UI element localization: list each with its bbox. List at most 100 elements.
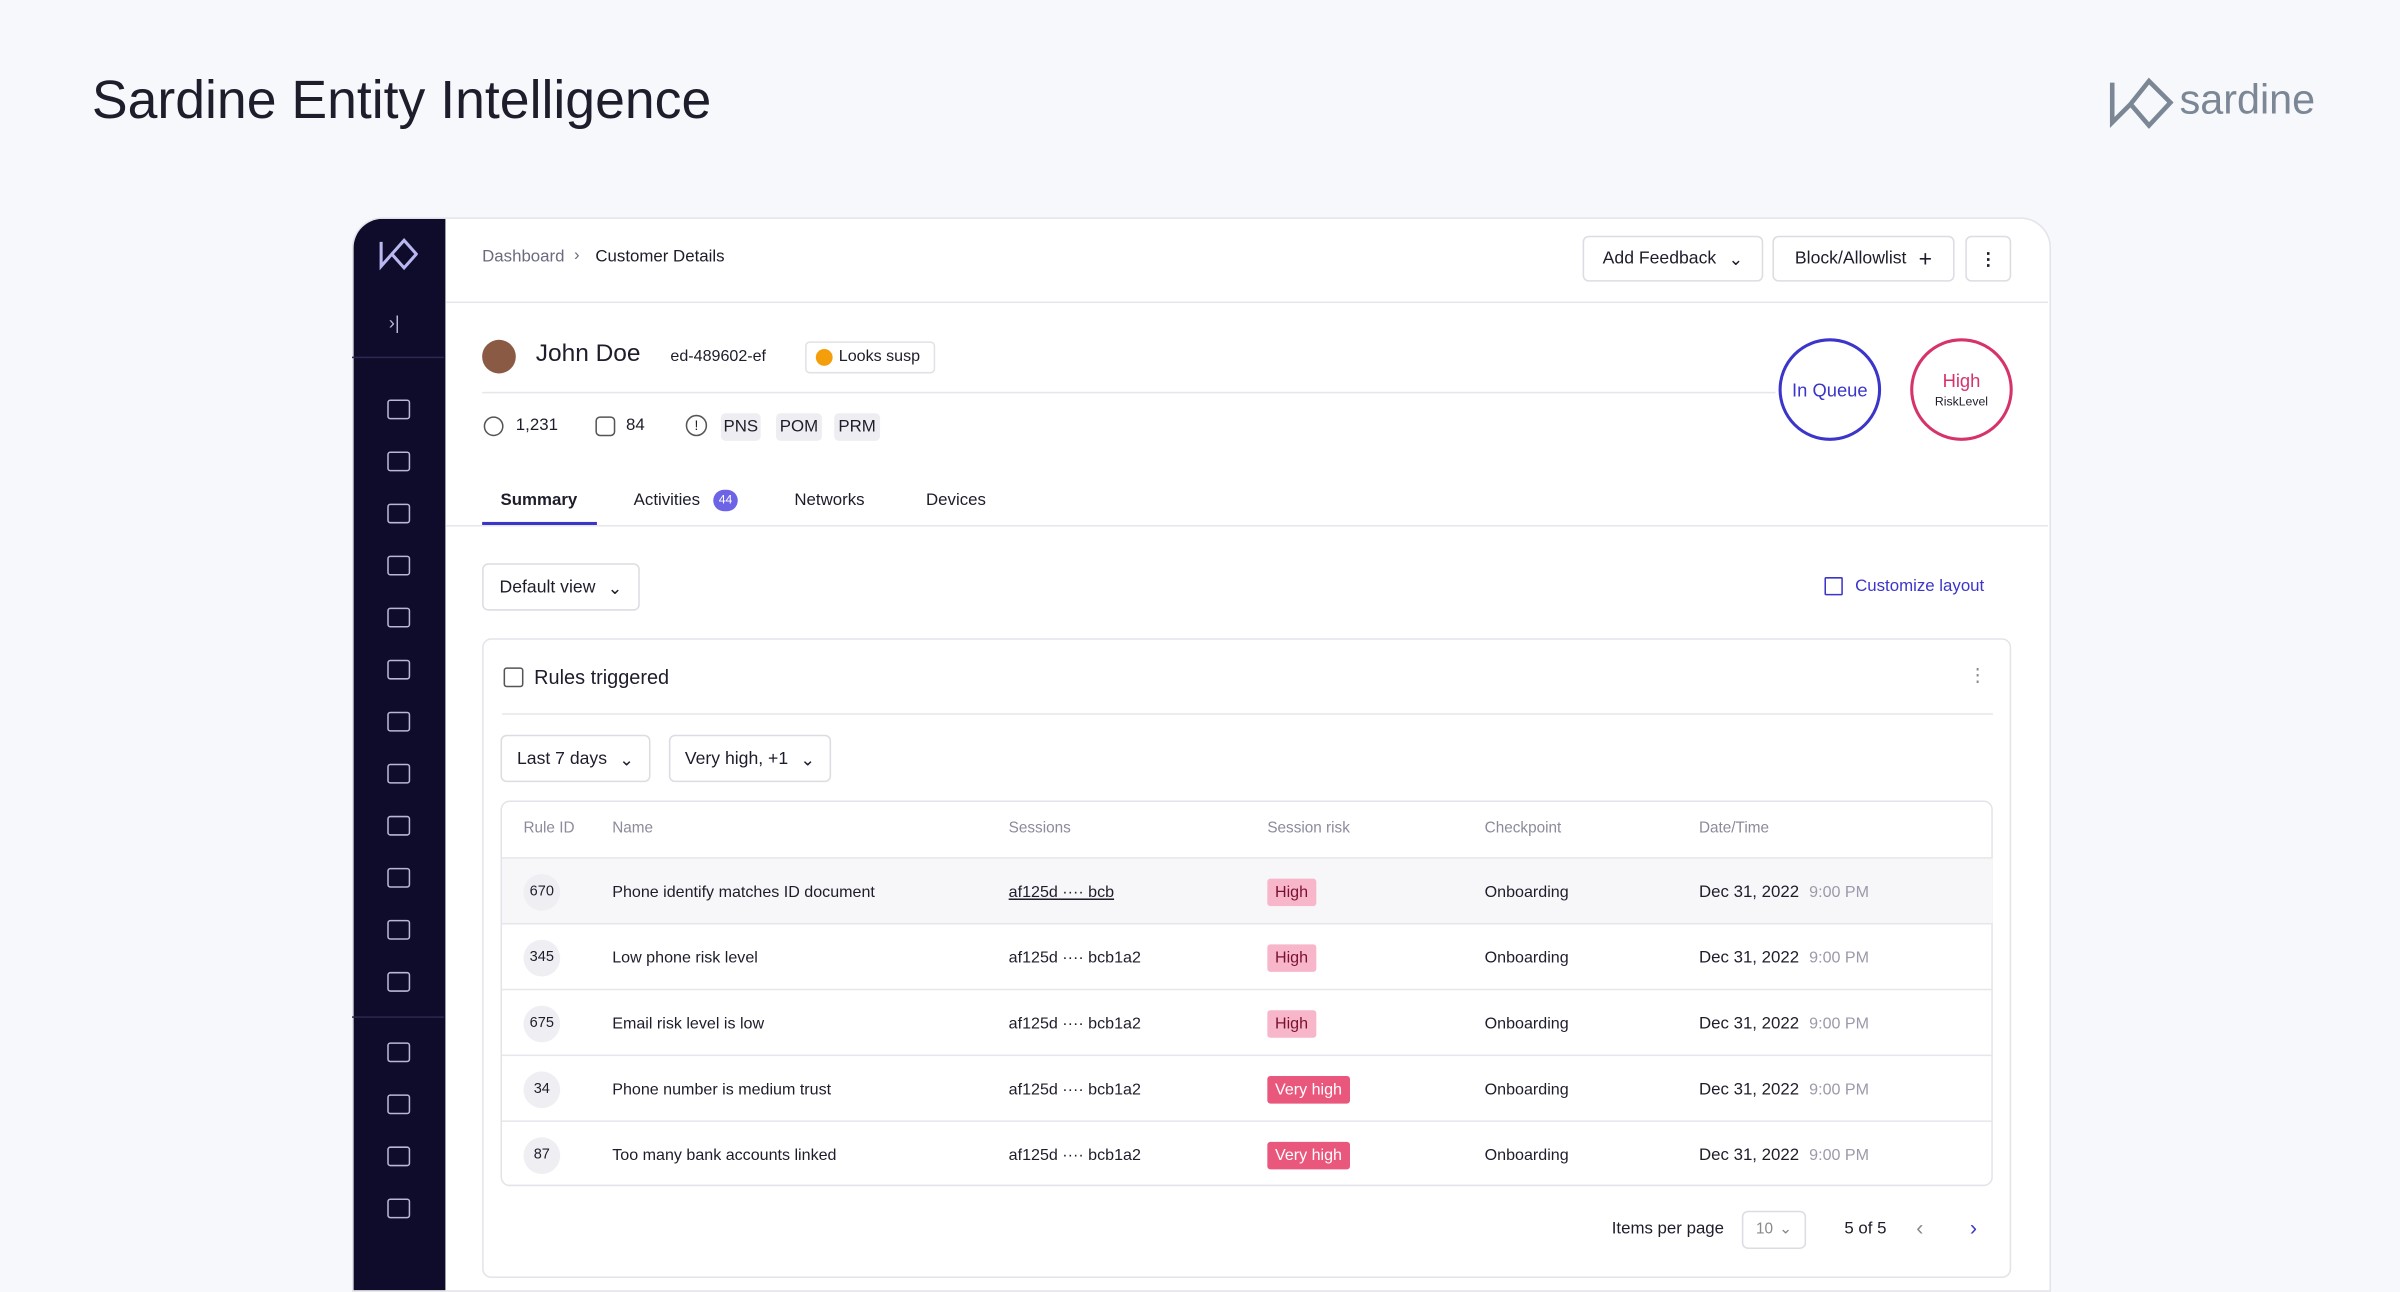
tab-active[interactable]: Summary xyxy=(500,491,578,510)
rule-id: 345 xyxy=(523,939,561,976)
nav-icon[interactable] xyxy=(387,399,411,420)
date: Dec 31, 2022 xyxy=(1698,1079,1800,1099)
prev-page[interactable]: ‹ xyxy=(1916,1215,1924,1240)
stat: 1,231 xyxy=(515,416,558,435)
table-row[interactable]: 675 Email risk level is low af125d ···· bc… xyxy=(502,988,1993,1056)
rule-name: Too many bank accounts linked xyxy=(612,1145,837,1165)
time: 9:00 PM xyxy=(1809,948,1870,967)
next-page[interactable]: › xyxy=(1969,1215,1978,1240)
logo-icon xyxy=(2109,77,2174,129)
sidebar-logo xyxy=(379,238,418,271)
filter[interactable]: Very high, +1 ⌄ xyxy=(668,734,832,783)
nav-icon[interactable] xyxy=(387,1146,411,1167)
tag: POM xyxy=(776,413,822,441)
risk-badge: High xyxy=(1267,943,1316,972)
button-label: Add Feedback xyxy=(1602,249,1717,268)
add-feedback-button[interactable]: Add Feedback ⌄ xyxy=(1582,235,1764,282)
nav-icon[interactable] xyxy=(387,1198,411,1219)
nav-icon[interactable] xyxy=(387,555,411,576)
stat: 84 xyxy=(626,416,645,435)
filter[interactable]: Last 7 days ⌄ xyxy=(500,734,651,783)
tab-count: 44 xyxy=(713,489,738,512)
risk-badge: Very high xyxy=(1267,1075,1350,1103)
column-header: Session risk xyxy=(1267,820,1350,838)
tab-underline xyxy=(482,521,597,525)
session: af125d ···· bcb xyxy=(1008,882,1115,901)
brand: sardine xyxy=(2179,76,2316,123)
checkpoint: Onboarding xyxy=(1484,1014,1569,1033)
breadcrumb-sep: › xyxy=(573,246,580,265)
column-header: Name xyxy=(612,820,654,838)
session: af125d ···· bcb1a2 xyxy=(1008,1145,1141,1165)
panel xyxy=(482,638,2012,1279)
time: 9:00 PM xyxy=(1809,882,1870,901)
tag: PRM xyxy=(834,413,881,441)
nav-icon[interactable] xyxy=(387,815,411,836)
table-row[interactable]: 87 Too many bank accounts linked af125d ··… xyxy=(502,1120,1993,1187)
date: Dec 31, 2022 xyxy=(1698,1145,1800,1165)
rule-name: Email risk level is low xyxy=(612,1014,765,1033)
divider xyxy=(352,1016,444,1018)
panel-icon xyxy=(503,667,524,688)
nav-icon[interactable] xyxy=(387,503,411,524)
rule-id: 34 xyxy=(523,1070,561,1108)
time: 9:00 PM xyxy=(1809,1079,1870,1099)
tab[interactable]: Activities xyxy=(633,491,701,510)
nav-icon[interactable] xyxy=(387,763,411,784)
block-allowlist-button[interactable]: Block/Allowlist + xyxy=(1772,235,1955,282)
more-button[interactable]: ⋮ xyxy=(1965,235,2012,282)
session: af125d ···· bcb1a2 xyxy=(1008,1014,1141,1033)
date: Dec 31, 2022 xyxy=(1698,882,1800,901)
time: 9:00 PM xyxy=(1809,1145,1870,1165)
rule-id: 675 xyxy=(523,1004,561,1042)
per-page-select[interactable]: 10 ⌄ xyxy=(1741,1210,1807,1249)
column-header: Sessions xyxy=(1008,820,1071,838)
session: af125d ···· bcb1a2 xyxy=(1008,948,1141,967)
column-header: Checkpoint xyxy=(1484,820,1562,838)
table xyxy=(500,800,1993,1187)
checkpoint: Onboarding xyxy=(1484,882,1569,901)
table-row[interactable]: 670 Phone identify matches ID document af1… xyxy=(502,857,1993,925)
customer-name: John Doe xyxy=(535,341,641,368)
nav-icon[interactable] xyxy=(387,867,411,888)
rule-name: Phone identify matches ID document xyxy=(612,882,875,901)
customize-icon xyxy=(1824,577,1843,596)
risk-level: High RiskLevel xyxy=(1910,338,2013,441)
stat-icon xyxy=(595,416,616,437)
topbar-border xyxy=(445,301,2048,304)
nav-icon[interactable] xyxy=(387,971,411,992)
collapse-icon[interactable]: ›| xyxy=(388,312,400,334)
table-row[interactable]: 345 Low phone risk level af125d ···· bcb1a… xyxy=(502,922,1993,990)
pagination-label: Items per page xyxy=(1611,1219,1725,1239)
view-select[interactable]: Default view ⌄ xyxy=(482,563,640,611)
panel-menu[interactable]: ⋮ xyxy=(1968,664,1987,686)
divider xyxy=(482,391,1776,394)
sidebar xyxy=(353,218,446,1291)
status-badge: Looks susp xyxy=(805,341,936,374)
rule-name: Phone number is medium trust xyxy=(612,1079,832,1099)
nav-icon[interactable] xyxy=(387,711,411,732)
table-row[interactable]: 34 Phone number is medium trust af125d ···… xyxy=(502,1054,1993,1122)
info-icon: ! xyxy=(685,414,708,437)
nav-icon[interactable] xyxy=(387,607,411,628)
queue-status: In Queue xyxy=(1778,338,1882,441)
risk-badge: High xyxy=(1267,877,1316,906)
risk-badge: High xyxy=(1267,1009,1316,1037)
breadcrumb-link[interactable]: Dashboard xyxy=(482,247,565,267)
nav-icon[interactable] xyxy=(387,451,411,472)
checkpoint: Onboarding xyxy=(1484,1145,1569,1165)
tab[interactable]: Networks xyxy=(794,491,865,510)
date: Dec 31, 2022 xyxy=(1698,948,1800,967)
nav-icon[interactable] xyxy=(387,1042,411,1063)
nav-icon[interactable] xyxy=(387,1094,411,1115)
rule-name: Low phone risk level xyxy=(612,948,758,967)
date: Dec 31, 2022 xyxy=(1698,1014,1800,1033)
customize-layout[interactable]: Customize layout xyxy=(1855,577,1985,596)
column-header: Date/Time xyxy=(1698,820,1770,838)
nav-icon[interactable] xyxy=(387,659,411,680)
avatar xyxy=(482,339,516,374)
tab[interactable]: Devices xyxy=(926,491,986,510)
divider xyxy=(352,356,444,359)
nav-icon[interactable] xyxy=(387,919,411,940)
